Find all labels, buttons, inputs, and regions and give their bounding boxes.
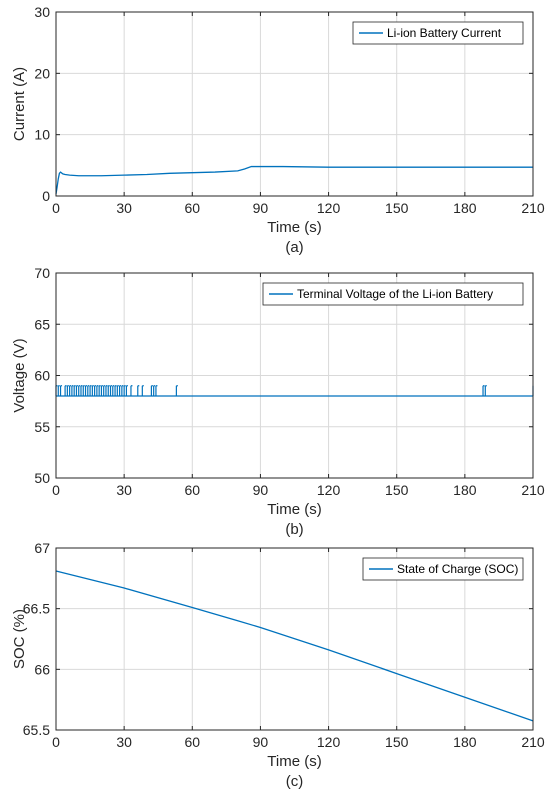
chart-2-y-tick-label: 50 bbox=[34, 470, 50, 486]
chart-2-y-tick-label: 70 bbox=[34, 265, 50, 281]
chart-1-axes-box bbox=[55, 11, 534, 197]
chart-3-series-line bbox=[55, 570, 534, 722]
chart-1: 0 30 60 90 120 150 180 210 0 10 20 30 Time (s) Curren… bbox=[11, 4, 545, 256]
chart-2-x-tick-label: 180 bbox=[453, 482, 477, 498]
chart-3-y-tick-label: 65.5 bbox=[23, 722, 50, 738]
chart-3-y-axis-label: SOC (%) bbox=[11, 609, 28, 669]
chart-3-x-tick-label: 210 bbox=[521, 734, 545, 750]
chart-2-caption: (b) bbox=[285, 521, 303, 538]
chart-3-x-tick-label: 180 bbox=[453, 734, 477, 750]
chart-3-x-tick-label: 150 bbox=[385, 734, 409, 750]
chart-1-y-tick-label: 10 bbox=[34, 127, 50, 143]
chart-3-legend-box bbox=[362, 557, 524, 581]
chart-3-legend-label: State of Charge (SOC) bbox=[397, 562, 518, 576]
chart-2-x-axis-label: Time (s) bbox=[267, 501, 321, 518]
chart-3-y-tick-label: 67 bbox=[34, 540, 50, 556]
chart-2-y-tick-label: 65 bbox=[34, 316, 50, 332]
chart-3-x-axis-label: Time (s) bbox=[267, 753, 321, 770]
chart-1-x-tick-label: 210 bbox=[521, 200, 545, 216]
chart-1-y-tick-label: 0 bbox=[42, 188, 50, 204]
chart-3-y-tick-label: 66 bbox=[34, 661, 50, 677]
chart-2-x-tick-label: 120 bbox=[317, 482, 341, 498]
chart-3: 0 30 60 90 120 150 180 210 65.5 66 66.5 67 Time (s) S… bbox=[11, 540, 545, 790]
chart-2-legend-label: Terminal Voltage of the Li-ion Battery bbox=[297, 287, 493, 301]
chart-1-x-tick-label: 30 bbox=[116, 200, 132, 216]
chart-1-x-tick-label: 120 bbox=[317, 200, 341, 216]
chart-2: 0 30 60 90 120 150 180 210 50 55 60 65 70 Time (s) Vol… bbox=[11, 265, 545, 538]
chart-1-x-tick-label: 150 bbox=[385, 200, 409, 216]
chart-1-y-axis-label: Current (A) bbox=[11, 67, 28, 141]
chart-1-caption: (a) bbox=[285, 239, 303, 256]
chart-3-x-tick-label: 120 bbox=[317, 734, 341, 750]
chart-2-x-tick-label: 60 bbox=[184, 482, 200, 498]
chart-3-axes-box bbox=[55, 547, 534, 731]
chart-2-x-tick-label: 210 bbox=[521, 482, 545, 498]
chart-3-x-tick-label: 90 bbox=[253, 734, 269, 750]
chart-3-x-tick-label: 60 bbox=[184, 734, 200, 750]
chart-1-legend-box bbox=[352, 21, 524, 45]
chart-2-x-tick-label: 30 bbox=[116, 482, 132, 498]
chart-2-x-tick-label: 90 bbox=[253, 482, 269, 498]
chart-3-x-tick-label: 30 bbox=[116, 734, 132, 750]
chart-1-legend-label: Li-ion Battery Current bbox=[387, 26, 502, 40]
chart-1-x-tick-label: 180 bbox=[453, 200, 477, 216]
chart-1-y-tick-label: 30 bbox=[34, 4, 50, 20]
chart-1-y-tick-label: 20 bbox=[34, 65, 50, 81]
chart-2-y-tick-label: 60 bbox=[34, 368, 50, 384]
chart-2-y-tick-label: 55 bbox=[34, 419, 50, 435]
chart-2-y-axis-label: Voltage (V) bbox=[11, 338, 28, 412]
chart-1-x-tick-label: 90 bbox=[253, 200, 269, 216]
chart-3-caption: (c) bbox=[286, 773, 304, 790]
chart-1-series-line bbox=[55, 165, 533, 195]
chart-1-x-tick-label: 60 bbox=[184, 200, 200, 216]
chart-3-y-tick-label: 66.5 bbox=[23, 601, 50, 617]
chart-1-x-axis-label: Time (s) bbox=[267, 219, 321, 236]
chart-1-x-tick-label: 0 bbox=[52, 200, 60, 216]
chart-2-x-tick-label: 150 bbox=[385, 482, 409, 498]
chart-2-x-tick-label: 0 bbox=[52, 482, 60, 498]
chart-2-legend-box bbox=[262, 282, 524, 306]
chart-3-x-tick-label: 0 bbox=[52, 734, 60, 750]
